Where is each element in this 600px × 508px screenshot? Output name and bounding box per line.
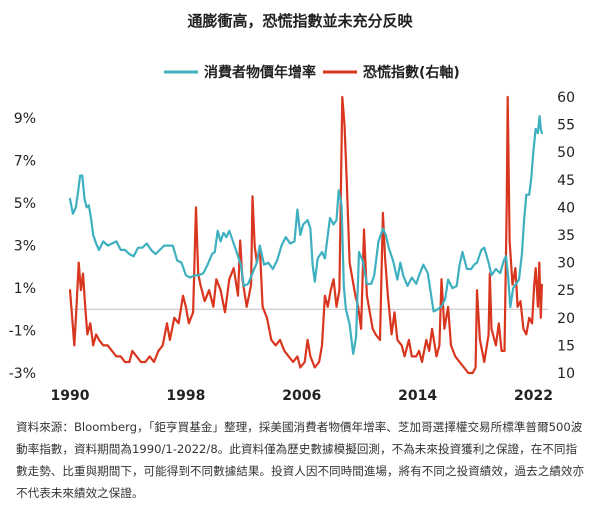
- y-right-tick-label: 35: [557, 228, 575, 244]
- legend: 消費者物價年增率 恐慌指數(右軸): [164, 64, 460, 81]
- y-right-tick-label: 40: [557, 200, 575, 216]
- y-right-tick-label: 60: [557, 90, 575, 106]
- y-left-tick-label: -3%: [9, 366, 36, 382]
- y-right-tick-label: 10: [557, 366, 575, 382]
- y-right-tick-label: 30: [557, 256, 575, 272]
- chart-title: 通膨衝高，恐慌指數並未充分反映: [187, 12, 413, 30]
- series-layer: [68, 95, 544, 375]
- y-right-tick-label: 50: [557, 145, 575, 161]
- x-tick-label: 1990: [51, 388, 90, 404]
- x-tick-label: 1998: [166, 388, 205, 404]
- x-tick-label: 2022: [514, 388, 553, 404]
- y-right-tick-label: 15: [557, 338, 575, 354]
- y-right-tick-label: 55: [557, 118, 575, 134]
- y-left-tick-label: 7%: [14, 154, 36, 170]
- y-right-axis: 60 55 50 45 40 35 30 25 20 15 10: [557, 90, 575, 382]
- legend-label-cpi: 消費者物價年增率: [204, 64, 316, 81]
- y-left-tick-label: 9%: [14, 111, 36, 127]
- y-left-axis: 9% 7% 5% 3% 1% -1% -3%: [9, 111, 36, 382]
- series-line-vix: [68, 95, 544, 375]
- y-left-tick-label: -1%: [9, 324, 36, 340]
- y-right-tick-label: 20: [557, 311, 575, 327]
- series-line-cpi: [68, 114, 544, 355]
- chart-svg: 通膨衝高，恐慌指數並未充分反映 消費者物價年增率 恐慌指數(右軸) 9% 7% 5%…: [9, 12, 575, 404]
- y-left-tick-label: 1%: [14, 281, 36, 297]
- y-right-tick-label: 25: [557, 283, 575, 299]
- x-tick-label: 2014: [398, 388, 437, 404]
- x-axis: 1990 1998 2006 2014 2022: [51, 388, 553, 404]
- source-note: 資料來源：Bloomberg，「鉅亨買基金」整理，採美國消費者物價年增率、芝加哥…: [16, 420, 585, 500]
- x-tick-label: 2006: [282, 388, 321, 404]
- y-left-tick-label: 5%: [14, 196, 36, 212]
- y-right-tick-label: 45: [557, 173, 575, 189]
- y-left-tick-label: 3%: [14, 239, 36, 255]
- legend-label-vix: 恐慌指數(右軸): [363, 64, 460, 81]
